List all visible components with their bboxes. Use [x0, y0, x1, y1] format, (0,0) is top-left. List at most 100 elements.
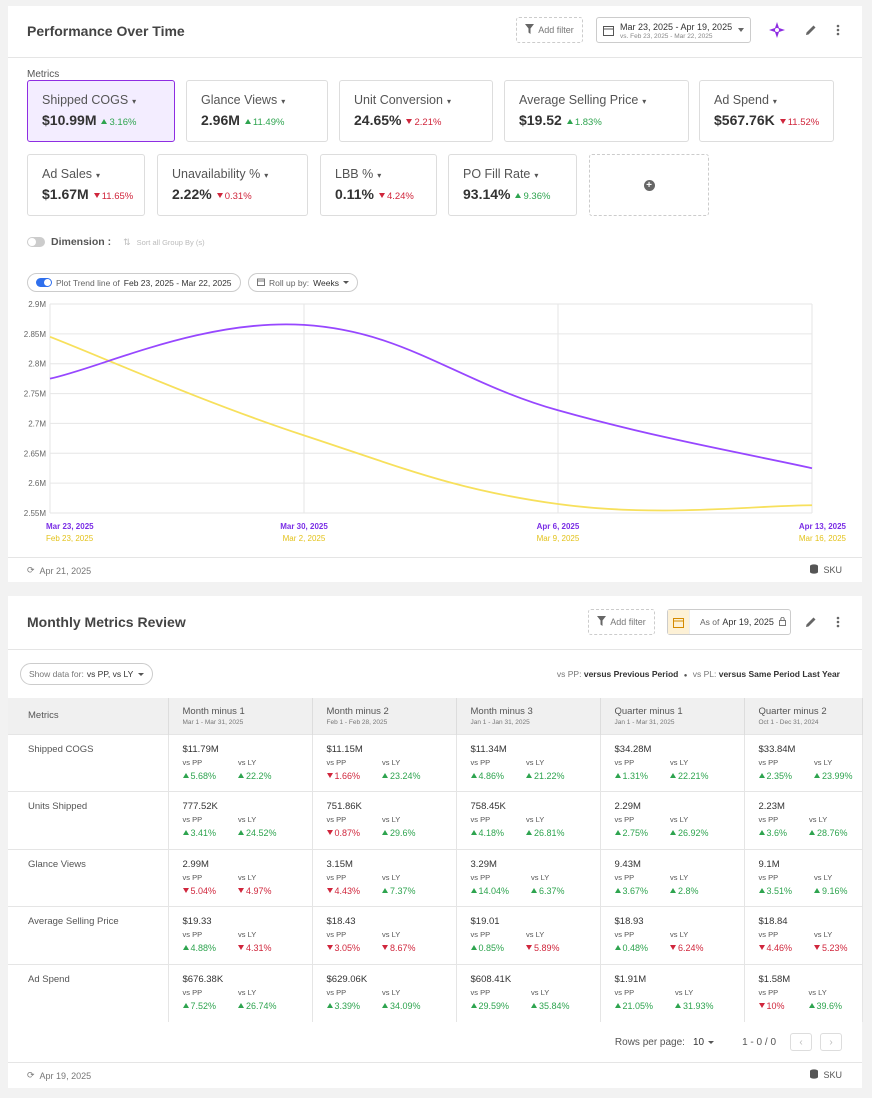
caret-down-icon	[343, 281, 349, 284]
show-data-label: Show data for:	[29, 669, 84, 679]
arrow-up-icon	[614, 945, 621, 950]
metric-value-cell: $34.28M vs PP 1.31% vs LY 22.21%	[600, 733, 745, 792]
date-range-text: Mar 23, 2025 - Apr 19, 2025	[620, 22, 733, 32]
add-filter-label: Add filter	[538, 25, 574, 35]
filter-icon	[597, 616, 607, 628]
calendar-icon	[603, 25, 614, 38]
arrow-down-icon	[670, 945, 677, 950]
metric-value-cell: $18.43 vs PP 3.05% vs LY 8.67%	[312, 906, 457, 964]
metric-tile[interactable]: LBB % ▾ 0.11% 4.24%	[320, 154, 437, 216]
metric-tile[interactable]: PO Fill Rate ▾ 93.14% 9.36%	[448, 154, 577, 216]
period-column-header: Month minus 2 Feb 1 - Feb 28, 2025	[312, 698, 457, 734]
metrics-column-header: Metrics	[8, 698, 169, 734]
edit-pencil-icon[interactable]	[802, 21, 820, 39]
metric-tile-value: $19.52	[519, 112, 562, 128]
arrow-up-icon	[758, 830, 765, 835]
metric-name-cell: Units Shipped	[8, 791, 169, 849]
dimension-toggle[interactable]	[27, 237, 45, 247]
metric-value-cell: 2.99M vs PP 5.04% vs LY 4.97%	[168, 848, 313, 907]
metric-value-cell: $1.58M vs PP 10% vs LY 39.6%	[744, 963, 863, 1022]
caret-down-icon: ▾	[772, 97, 777, 106]
metric-value-cell: 777.52K vs PP 3.41% vs LY 24.52%	[168, 791, 313, 849]
arrow-down-icon	[758, 1002, 765, 1008]
caret-down-icon	[138, 672, 145, 676]
metric-tile-name: PO Fill Rate ▾	[463, 167, 539, 181]
monthly-add-filter-button[interactable]: Add filter	[588, 609, 655, 635]
sku-footer: SKU	[809, 1069, 842, 1081]
performance-title: Performance Over Time	[27, 23, 185, 39]
footer-sku: SKU	[823, 565, 842, 575]
metric-tile[interactable]: Glance Views ▾ 2.96M 11.49%	[186, 80, 328, 142]
metric-tile[interactable]: Shipped COGS ▾ $10.99M 3.16%	[27, 80, 175, 142]
metric-tile-value: 2.96M	[201, 112, 240, 128]
plot-trend-range: Feb 23, 2025 - Mar 22, 2025	[123, 277, 232, 288]
more-vertical-icon[interactable]	[829, 21, 847, 39]
compare-series-line	[49, 336, 813, 512]
arrow-up-icon	[670, 830, 677, 835]
add-filter-button[interactable]: Add filter	[516, 17, 583, 43]
date-range-picker[interactable]: Mar 23, 2025 - Apr 19, 2025 vs. Feb 23, …	[596, 17, 751, 43]
show-data-dropdown[interactable]: Show data for: vs PP, vs LY	[20, 663, 154, 685]
performance-card: Performance Over Time Add filter Mar 23,…	[8, 6, 862, 582]
period-column-header: Month minus 3 Jan 1 - Jan 31, 2025	[456, 698, 601, 734]
metric-value-cell: $11.34M vs PP 4.86% vs LY 21.22%	[456, 733, 601, 792]
refresh-footer: ⟳ Apr 19, 2025	[27, 1070, 91, 1081]
metric-name-cell: Average Selling Price	[8, 906, 169, 964]
x-tick-label-primary: Mar 23, 2025	[46, 522, 94, 531]
metric-value-cell: $608.41K vs PP 29.59% vs LY 35.84%	[456, 963, 601, 1022]
ai-sparkle-icon[interactable]	[768, 21, 786, 39]
rollup-dropdown[interactable]: Roll up by: Weeks	[248, 273, 358, 292]
arrow-down-icon	[326, 830, 333, 835]
edit-pencil-icon[interactable]	[802, 613, 820, 631]
y-tick-label: 2.8M	[28, 360, 46, 369]
metric-tile[interactable]: Ad Sales ▾ $1.67M 11.65%	[27, 154, 145, 216]
metric-tile[interactable]: Unavailability % ▾ 2.22% 0.31%	[157, 154, 308, 216]
arrow-down-icon	[182, 887, 189, 893]
x-tick-label-compare: Mar 9, 2025	[537, 534, 580, 543]
arrow-up-icon	[182, 1002, 189, 1008]
metric-tile[interactable]: Unit Conversion ▾ 24.65% 2.21%	[339, 80, 493, 142]
arrow-up-icon	[809, 830, 816, 835]
metric-tile-name: Unavailability % ▾	[172, 167, 269, 181]
arrow-up-icon	[470, 772, 477, 778]
metric-tile-change: 11.52%	[779, 117, 819, 128]
as-of-date-picker[interactable]: As of Apr 19, 2025	[667, 609, 791, 635]
metric-tile[interactable]: Average Selling Price ▾ $19.52 1.83%	[504, 80, 689, 142]
metric-tile-name: Ad Sales ▾	[42, 167, 101, 181]
more-vertical-icon[interactable]	[829, 613, 847, 631]
arrow-down-icon	[326, 887, 333, 893]
metric-tile-value: 0.11%	[335, 186, 374, 202]
plot-trend-toggle[interactable]	[36, 278, 52, 287]
caret-down-icon: ▾	[446, 97, 451, 106]
next-page-button[interactable]: ›	[820, 1033, 842, 1051]
metric-tile-change: 0.31%	[216, 191, 252, 202]
arrow-down-icon	[378, 193, 385, 198]
plus-circle-icon: +	[643, 179, 655, 191]
arrow-up-icon	[382, 830, 389, 835]
plot-trend-pill[interactable]: Plot Trend line of Feb 23, 2025 - Mar 22…	[27, 273, 241, 292]
rows-per-page-select[interactable]: 10	[692, 1036, 715, 1048]
arrow-up-icon	[470, 830, 477, 835]
arrow-up-icon	[470, 1002, 477, 1008]
primary-series-line	[49, 323, 813, 470]
metric-value-cell: 9.1M vs PP 3.51% vs LY 9.16%	[744, 848, 863, 907]
y-tick-label: 2.75M	[24, 390, 47, 399]
header-divider	[8, 649, 862, 650]
x-tick-label-primary: Mar 30, 2025	[280, 522, 328, 531]
arrow-up-icon	[382, 1002, 389, 1008]
compare-range-text: vs. Feb 23, 2025 - Mar 22, 2025	[620, 33, 713, 40]
metric-tile-change: 3.16%	[101, 117, 136, 128]
monthly-metrics-table: Metrics Month minus 1 Mar 1 - Mar 31, 2025…	[8, 698, 863, 1022]
x-tick-label-compare: Feb 23, 2025	[46, 534, 94, 543]
add-metric-tile[interactable]: +	[589, 154, 709, 216]
arrow-up-icon	[470, 887, 477, 893]
caret-down-icon	[708, 1040, 715, 1044]
metric-tile[interactable]: Ad Spend ▾ $567.76K 11.52%	[699, 80, 834, 142]
arrow-down-icon	[326, 945, 333, 950]
rows-per-page-value: 10	[692, 1036, 705, 1048]
metric-value-cell: 2.23M vs PP 3.6% vs LY 28.76%	[744, 791, 863, 849]
metric-tile-change: 1.83%	[566, 117, 602, 128]
prev-page-button[interactable]: ‹	[790, 1033, 812, 1051]
x-tick-label-primary: Apr 13, 2025	[799, 522, 847, 531]
metric-tile-value: 2.22%	[172, 186, 212, 202]
